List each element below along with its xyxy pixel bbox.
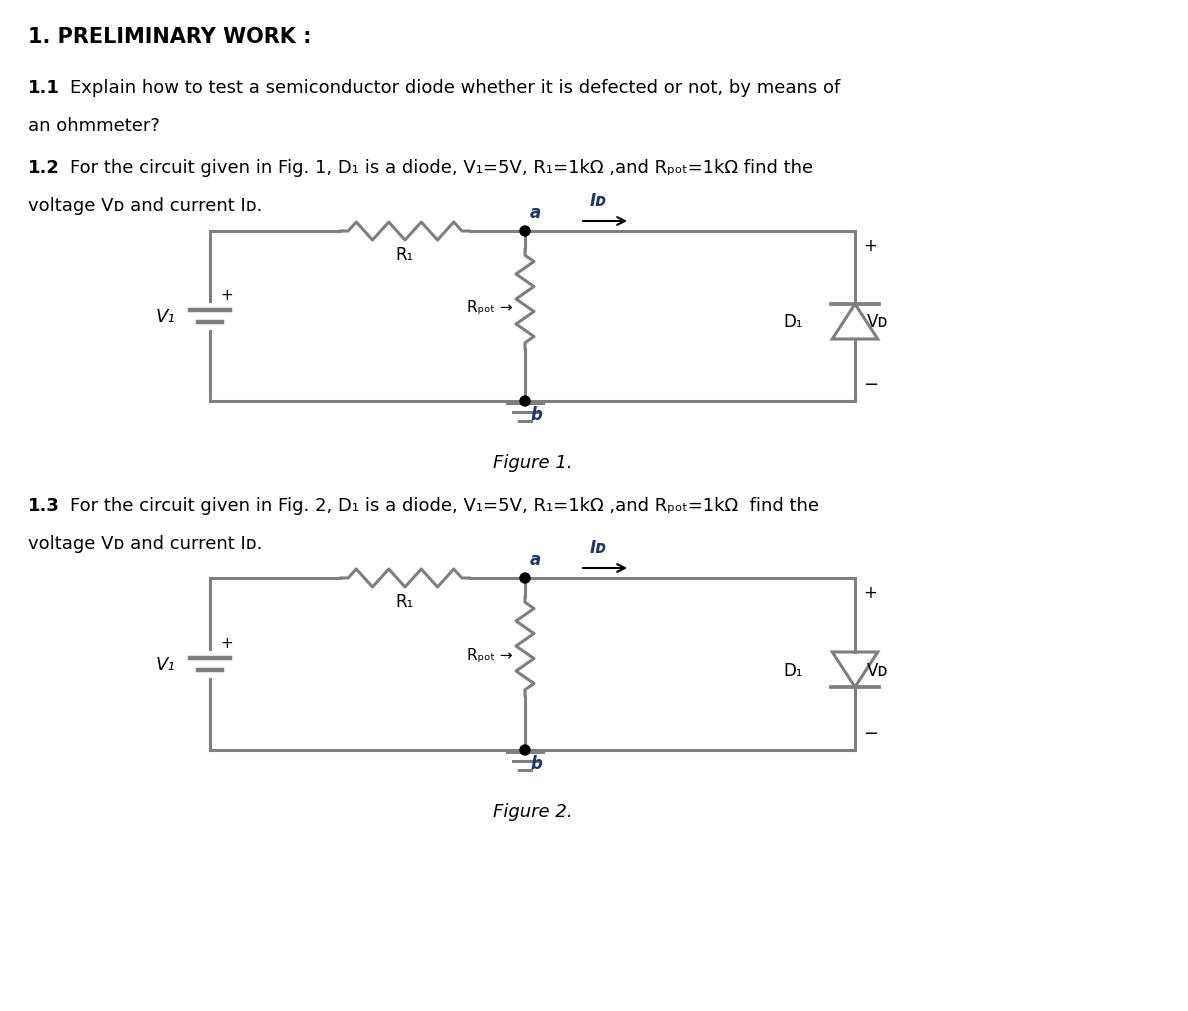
Text: Vᴅ: Vᴅ <box>867 313 889 332</box>
Text: Vᴅ: Vᴅ <box>867 661 889 678</box>
Text: Iᴅ: Iᴅ <box>590 192 607 210</box>
Text: R₁: R₁ <box>396 246 415 264</box>
Text: V₁: V₁ <box>156 655 175 673</box>
Text: D₁: D₁ <box>784 313 803 332</box>
Circle shape <box>520 573 530 583</box>
Text: +: + <box>220 287 233 302</box>
Text: Rₚₒₜ →: Rₚₒₜ → <box>467 299 513 314</box>
Text: −: − <box>862 724 878 742</box>
Text: 1. PRELIMINARY WORK :: 1. PRELIMINARY WORK : <box>29 27 311 47</box>
Text: Figure 2.: Figure 2. <box>493 802 573 820</box>
Text: an ohmmeter?: an ohmmeter? <box>29 117 160 134</box>
Text: Iᴅ: Iᴅ <box>590 539 607 556</box>
Text: 1.2: 1.2 <box>29 159 59 177</box>
Text: a: a <box>530 550 542 568</box>
Text: +: + <box>862 237 877 255</box>
Text: voltage Vᴅ and current Iᴅ.: voltage Vᴅ and current Iᴅ. <box>29 535 263 552</box>
Text: +: + <box>220 635 233 650</box>
Text: b: b <box>530 405 542 424</box>
Text: V₁: V₁ <box>156 307 175 326</box>
Text: D₁: D₁ <box>784 661 803 678</box>
Text: b: b <box>530 754 542 772</box>
Text: voltage Vᴅ and current Iᴅ.: voltage Vᴅ and current Iᴅ. <box>29 197 263 214</box>
Text: Explain how to test a semiconductor diode whether it is defected or not, by mean: Explain how to test a semiconductor diod… <box>70 79 840 97</box>
Text: a: a <box>530 204 542 221</box>
Circle shape <box>520 396 530 406</box>
Text: For the circuit given in Fig. 1, D₁ is a diode, V₁=5V, R₁=1kΩ ,and Rₚₒₜ=1kΩ find: For the circuit given in Fig. 1, D₁ is a… <box>70 159 813 177</box>
Text: R₁: R₁ <box>396 592 415 611</box>
Text: For the circuit given in Fig. 2, D₁ is a diode, V₁=5V, R₁=1kΩ ,and Rₚₒₜ=1kΩ  fin: For the circuit given in Fig. 2, D₁ is a… <box>70 496 819 515</box>
Text: 1.3: 1.3 <box>29 496 59 515</box>
Circle shape <box>520 745 530 755</box>
Text: 1.1: 1.1 <box>29 79 59 97</box>
Text: +: + <box>862 583 877 602</box>
Text: Figure 1.: Figure 1. <box>493 454 573 471</box>
Text: −: − <box>862 376 878 393</box>
Circle shape <box>520 226 530 237</box>
Text: Rₚₒₜ →: Rₚₒₜ → <box>467 647 513 662</box>
